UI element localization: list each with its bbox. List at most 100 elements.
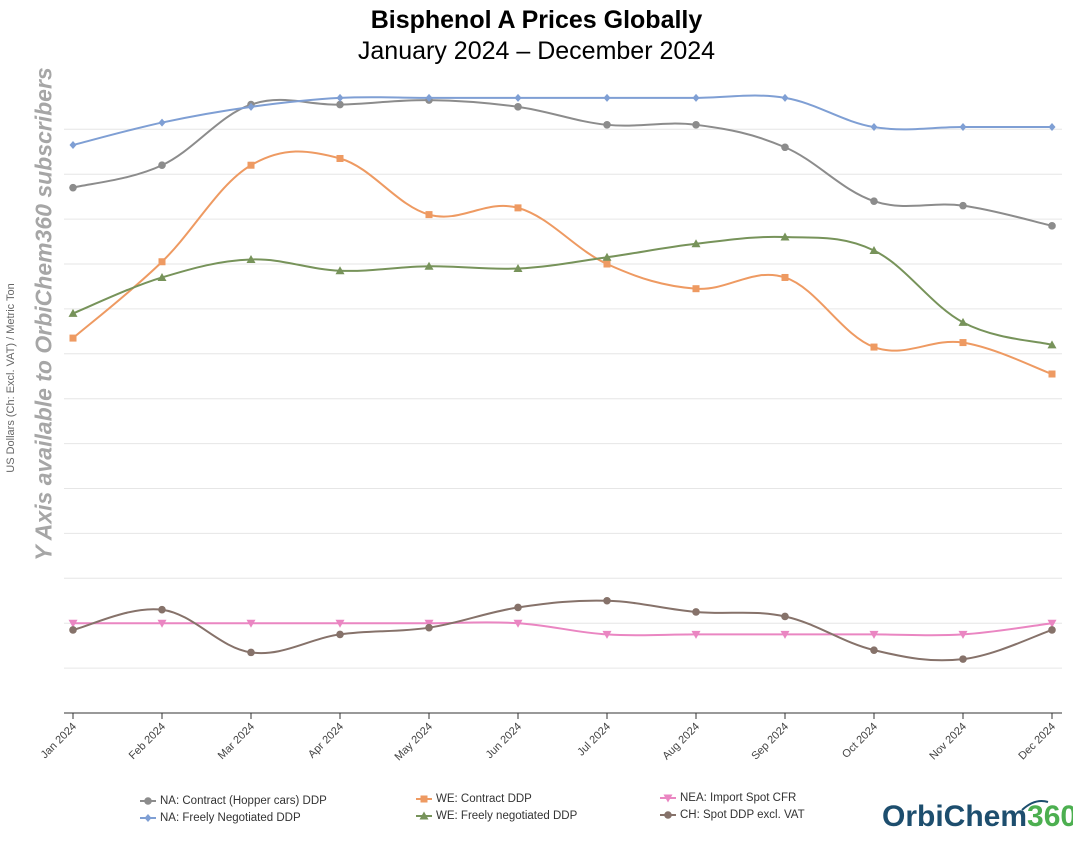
logo-text-main: OrbiChem bbox=[882, 800, 1028, 833]
data-point bbox=[1048, 123, 1056, 132]
data-point bbox=[781, 143, 789, 152]
data-point bbox=[602, 252, 612, 261]
data-point bbox=[157, 272, 167, 281]
data-point bbox=[425, 623, 433, 632]
data-point bbox=[247, 161, 255, 169]
series-line bbox=[72, 599, 1053, 662]
data-point bbox=[958, 317, 968, 326]
data-point bbox=[335, 619, 345, 628]
data-point bbox=[424, 261, 434, 270]
series-line bbox=[73, 621, 1053, 637]
data-point bbox=[158, 258, 166, 266]
data-point bbox=[247, 102, 255, 111]
data-point bbox=[335, 266, 345, 275]
data-point bbox=[158, 118, 166, 127]
x-tick-label: Dec 2024 bbox=[1016, 721, 1058, 763]
x-tick-label: Jan 2024 bbox=[39, 721, 79, 761]
x-tick-label: Feb 2024 bbox=[127, 721, 168, 762]
data-point bbox=[68, 619, 78, 628]
data-point bbox=[514, 204, 522, 212]
data-point bbox=[870, 343, 878, 351]
data-point bbox=[513, 619, 523, 628]
data-point bbox=[158, 605, 166, 614]
data-point bbox=[780, 630, 790, 639]
x-tick-label: Mar 2024 bbox=[216, 721, 257, 762]
data-point bbox=[69, 334, 77, 342]
x-tick-label: Sep 2024 bbox=[749, 721, 791, 763]
data-point bbox=[157, 619, 167, 628]
data-point bbox=[424, 619, 434, 628]
data-point bbox=[692, 285, 700, 293]
data-point bbox=[336, 630, 344, 639]
series-5 bbox=[69, 596, 1056, 663]
data-point bbox=[870, 197, 878, 205]
data-point bbox=[869, 246, 879, 255]
data-point bbox=[336, 154, 344, 162]
series-line bbox=[72, 98, 1053, 227]
data-point bbox=[958, 630, 968, 639]
data-point bbox=[603, 260, 611, 268]
data-point bbox=[869, 630, 879, 639]
data-point bbox=[69, 183, 77, 192]
data-point bbox=[781, 612, 789, 621]
x-tick-label: May 2024 bbox=[392, 721, 435, 764]
series-2 bbox=[69, 150, 1056, 378]
data-point bbox=[959, 201, 967, 210]
data-point bbox=[1048, 222, 1056, 230]
data-point bbox=[691, 239, 701, 248]
data-point bbox=[336, 93, 344, 102]
data-point bbox=[514, 603, 522, 612]
data-point bbox=[692, 121, 700, 129]
logo-swoosh-icon bbox=[1021, 800, 1049, 811]
data-point bbox=[959, 655, 967, 663]
data-point bbox=[870, 123, 878, 132]
logo-text-num: 360 bbox=[1027, 800, 1073, 833]
data-point bbox=[514, 103, 522, 111]
series-3 bbox=[68, 232, 1057, 349]
data-point bbox=[692, 608, 700, 616]
x-tick-label: Jul 2024 bbox=[575, 721, 613, 759]
data-point bbox=[158, 161, 166, 170]
data-point bbox=[781, 93, 789, 102]
data-point bbox=[781, 273, 789, 281]
data-point bbox=[1048, 626, 1056, 634]
data-point bbox=[780, 232, 790, 241]
data-point bbox=[336, 100, 344, 109]
data-point bbox=[247, 648, 255, 657]
series-layer bbox=[68, 93, 1057, 663]
series-0 bbox=[69, 96, 1056, 230]
data-point bbox=[1047, 619, 1057, 628]
data-point bbox=[425, 211, 433, 219]
data-point bbox=[692, 93, 700, 102]
data-point bbox=[514, 93, 522, 102]
orbichem360-logo: OrbiChem360 bbox=[882, 800, 1073, 834]
series-line bbox=[72, 94, 1052, 146]
x-tick-label: Aug 2024 bbox=[660, 721, 702, 763]
series-1 bbox=[69, 93, 1056, 150]
data-point bbox=[246, 255, 256, 264]
data-point bbox=[870, 646, 878, 654]
grid-lines bbox=[64, 128, 1062, 669]
data-point bbox=[246, 619, 256, 628]
x-axis: Jan 2024 Feb 2024 Mar 2024 Apr 2024 May 2024… bbox=[39, 712, 1062, 764]
data-point bbox=[69, 626, 77, 634]
data-point bbox=[603, 596, 611, 605]
x-tick-label: Nov 2024 bbox=[927, 721, 969, 763]
series-4 bbox=[68, 619, 1057, 639]
x-tick-label: Jun 2024 bbox=[484, 721, 524, 761]
chart-subtitle: January 2024 – December 2024 bbox=[357, 37, 716, 65]
data-point bbox=[1047, 340, 1057, 349]
data-point bbox=[603, 93, 611, 102]
data-point bbox=[68, 308, 78, 317]
data-point bbox=[1048, 370, 1056, 378]
x-tick-label: Oct 2024 bbox=[840, 721, 880, 761]
data-point bbox=[691, 630, 701, 639]
data-point bbox=[603, 121, 611, 129]
data-point bbox=[959, 339, 967, 347]
x-tick-label: Apr 2024 bbox=[306, 721, 346, 761]
data-point bbox=[69, 141, 77, 150]
series-line bbox=[72, 235, 1053, 346]
data-point bbox=[425, 93, 433, 102]
data-point bbox=[602, 630, 612, 639]
